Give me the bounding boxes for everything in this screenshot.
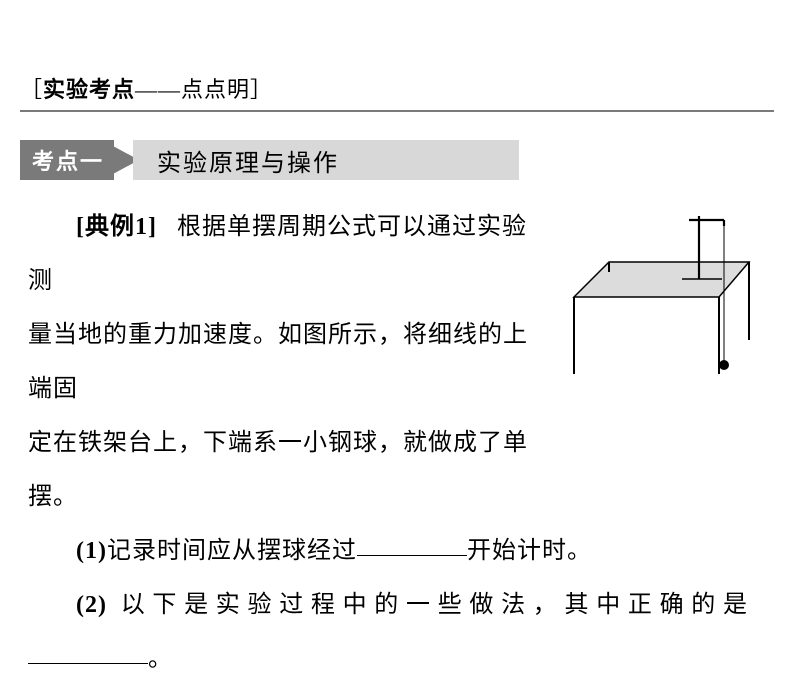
question-2-line1: (2) 以下是实验过程中的一些做法，其中正确的是	[28, 578, 748, 632]
header-dash: ——	[135, 77, 181, 102]
header-rule	[20, 110, 774, 112]
question-1: (1)记录时间应从摆球经过 开始计时。	[28, 524, 766, 578]
q1a: 记录时间应从摆球经过	[107, 538, 357, 564]
q1-blank	[357, 555, 467, 556]
example-label: [典例1]	[76, 214, 157, 240]
q1-label: (1)	[76, 538, 107, 564]
example-line1: [典例1]根据单摆周期公式可以通过实验测	[28, 200, 528, 308]
question-2-line2: 。	[28, 632, 766, 686]
example-line2: 量当地的重力加速度。如图所示，将细线的上端固	[28, 308, 528, 416]
q1b: 开始计时。	[467, 538, 592, 564]
topic-title: 实验原理与操作	[133, 140, 519, 180]
topic-heading-row: 考点一 实验原理与操作	[20, 140, 519, 180]
example-intro-wrap: [典例1]根据单摆周期公式可以通过实验测 量当地的重力加速度。如图所示，将细线的…	[28, 200, 528, 524]
body-area: [典例1]根据单摆周期公式可以通过实验测 量当地的重力加速度。如图所示，将细线的…	[28, 200, 766, 686]
topic-badge: 考点一	[20, 140, 114, 180]
header-bold: 实验考点	[43, 77, 135, 102]
section-header: ［实验考点——点点明］	[20, 72, 774, 112]
q2-blank	[28, 663, 148, 664]
bracket-open: ［	[20, 77, 43, 102]
example-line3: 定在铁架台上，下端系一小钢球，就做成了单摆。	[28, 416, 528, 524]
header-rest: 点点明］	[181, 77, 273, 102]
section-header-text: ［实验考点——点点明］	[20, 72, 774, 104]
q2-end: 。	[148, 646, 173, 672]
pendulum-svg	[564, 212, 764, 382]
pendulum-figure	[564, 212, 764, 382]
